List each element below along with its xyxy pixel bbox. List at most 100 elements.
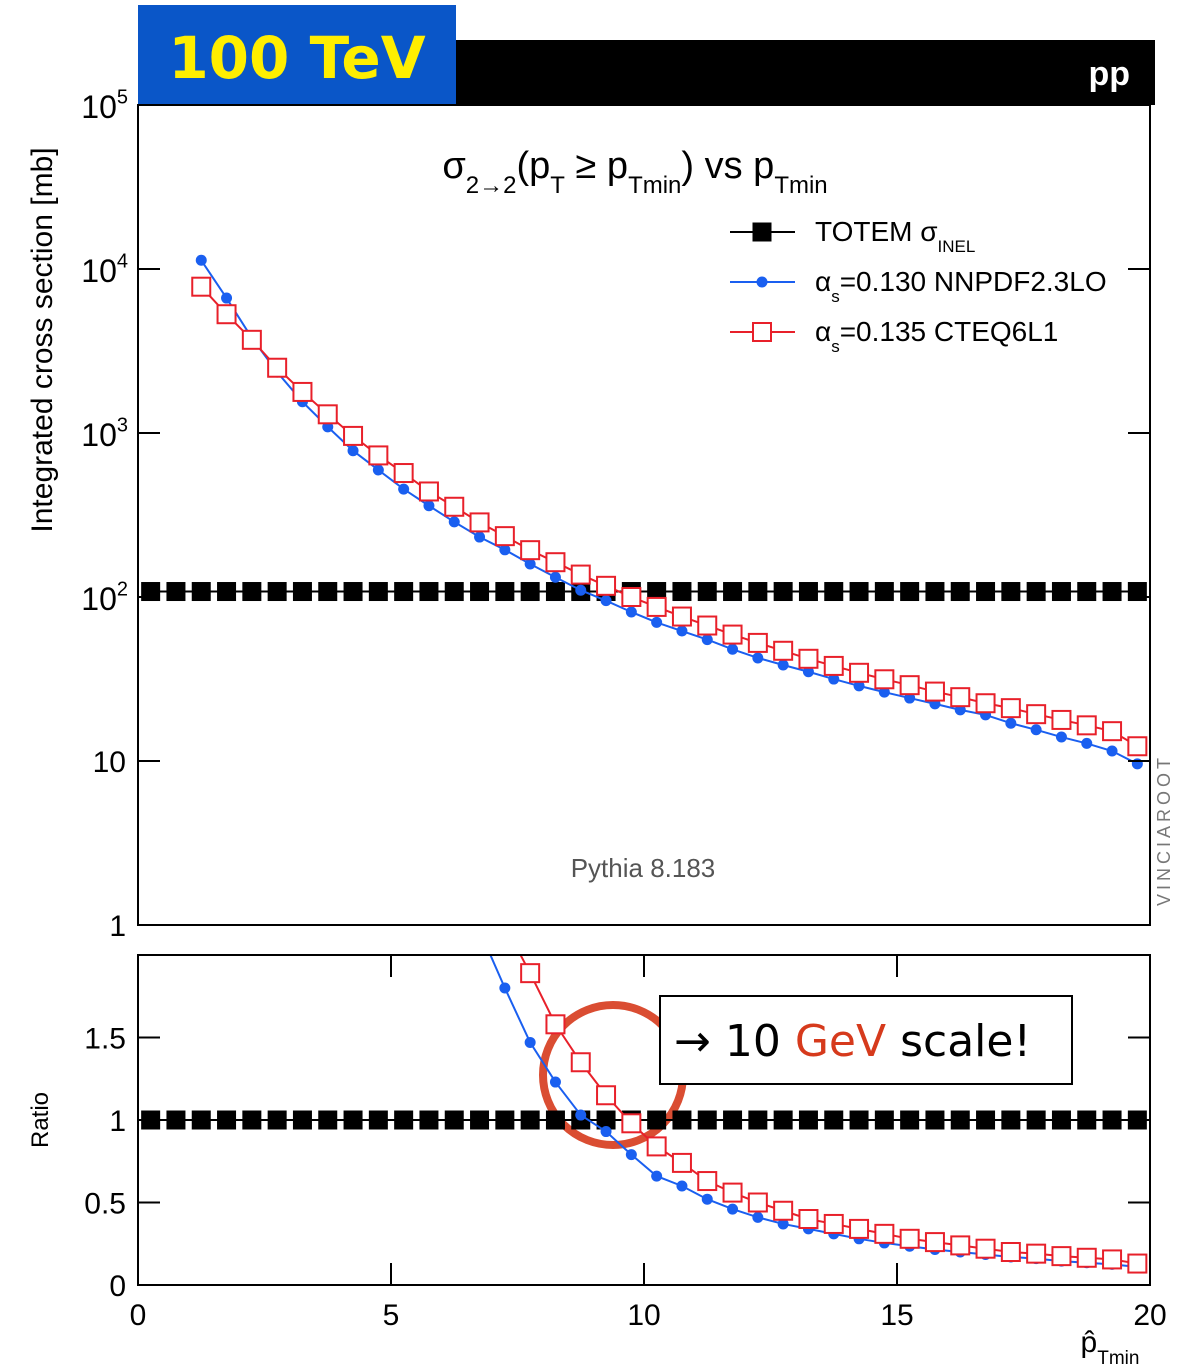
data-point [1051,709,1072,730]
data-point [520,1110,540,1130]
annotation-box [659,995,1073,1085]
data-point [1106,745,1118,757]
data-point [625,606,637,618]
series-line [200,286,1138,748]
legend-label-part: α [815,266,831,297]
x-tick-label: 20 [1133,1299,1166,1332]
y-tick-label: 103 [81,415,128,453]
data-point [752,1211,764,1223]
y-tick-label-part: 10 [81,89,117,125]
data-point [596,575,617,596]
data-point [621,1113,642,1134]
data-point [874,1223,895,1244]
beam-label: pp [1088,55,1130,93]
data-point [217,1110,237,1130]
data-point [221,292,233,304]
data-point [1000,1242,1021,1262]
data-point [520,963,541,984]
data-point [1026,704,1047,725]
data-point [292,1110,312,1130]
legend-label-part: TOTEM σ [815,216,938,247]
data-point [752,652,764,664]
data-point [1127,582,1147,602]
data-point [727,643,739,655]
data-point [975,1238,996,1259]
data-point [899,1228,920,1249]
data-point [722,1182,743,1203]
data-point [499,982,511,994]
data-point [647,1110,667,1130]
data-point [419,582,439,602]
x-tick-label: 10 [627,1299,660,1332]
energy-badge [138,5,456,105]
data-point [520,540,541,561]
data-point [191,276,212,297]
data-point [166,1110,186,1130]
annotation: Pythia 8.183 [571,853,716,883]
data-point [1102,1110,1122,1130]
data-point [1076,1247,1097,1268]
data-point [777,1218,789,1230]
x-tick-label: 15 [880,1299,913,1332]
data-point [676,1180,688,1192]
x-axis-label-part: p̂ [1081,1326,1098,1359]
data-point [368,1110,388,1130]
data-point [976,1110,996,1130]
data-point [470,582,490,602]
data-point [727,1203,739,1215]
data-point [471,840,489,858]
data-point [1077,1110,1097,1130]
y-tick-label: 0 [109,1270,126,1303]
chart-title-part: ) vs p [681,145,774,187]
data-point [773,1200,794,1221]
data-point [621,587,642,607]
data-point [646,1136,667,1157]
legend-label: αs=0.135 CTEQ6L1 [815,316,1058,356]
energy-label: 100 TeV [168,24,425,92]
legend-marker [756,276,768,288]
data-point [191,1110,211,1130]
data-point [292,582,312,602]
x-axis-label-part: Tmin [1097,1348,1139,1367]
plot-frame [137,104,1151,926]
data-point [1001,1110,1021,1130]
data-point [697,582,717,602]
chart-title-part: ≥ p [565,145,628,187]
data-point [141,582,161,602]
data-point [1030,724,1042,736]
data-point [448,516,460,528]
data-point [373,372,384,383]
data-point [1001,582,1021,602]
plot-marks [141,372,1148,1274]
data-point [748,582,768,602]
data-point [166,582,186,602]
data-point [849,1110,869,1130]
data-point [651,1170,663,1182]
data-point [701,634,713,646]
data-point [828,673,840,685]
data-point [318,1110,338,1130]
y-tick-label: 1 [109,910,126,943]
data-point [1005,717,1017,729]
legend-marker [752,322,772,342]
data-point [625,1149,637,1161]
data-point [849,662,870,683]
data-point [394,582,414,602]
y-tick-label-part: 4 [117,251,128,273]
chart-title: σ2→2(pT ≥ pTmin) vs pTmin [442,145,827,199]
data-point [241,329,262,350]
legend-label-part: =0.130 NNPDF2.3LO [840,266,1107,297]
data-point [524,558,536,570]
data-point [697,1171,718,1192]
data-point [570,1052,591,1073]
data-point [773,1110,793,1130]
data-point [292,381,313,402]
legend-label-part: α [815,316,831,347]
y-tick-label-part: 3 [117,415,128,437]
data-point [1051,1110,1071,1130]
data-point [723,582,743,602]
data-point [575,584,587,596]
y-tick-label-part: 2 [117,579,128,601]
data-point [444,1110,464,1130]
